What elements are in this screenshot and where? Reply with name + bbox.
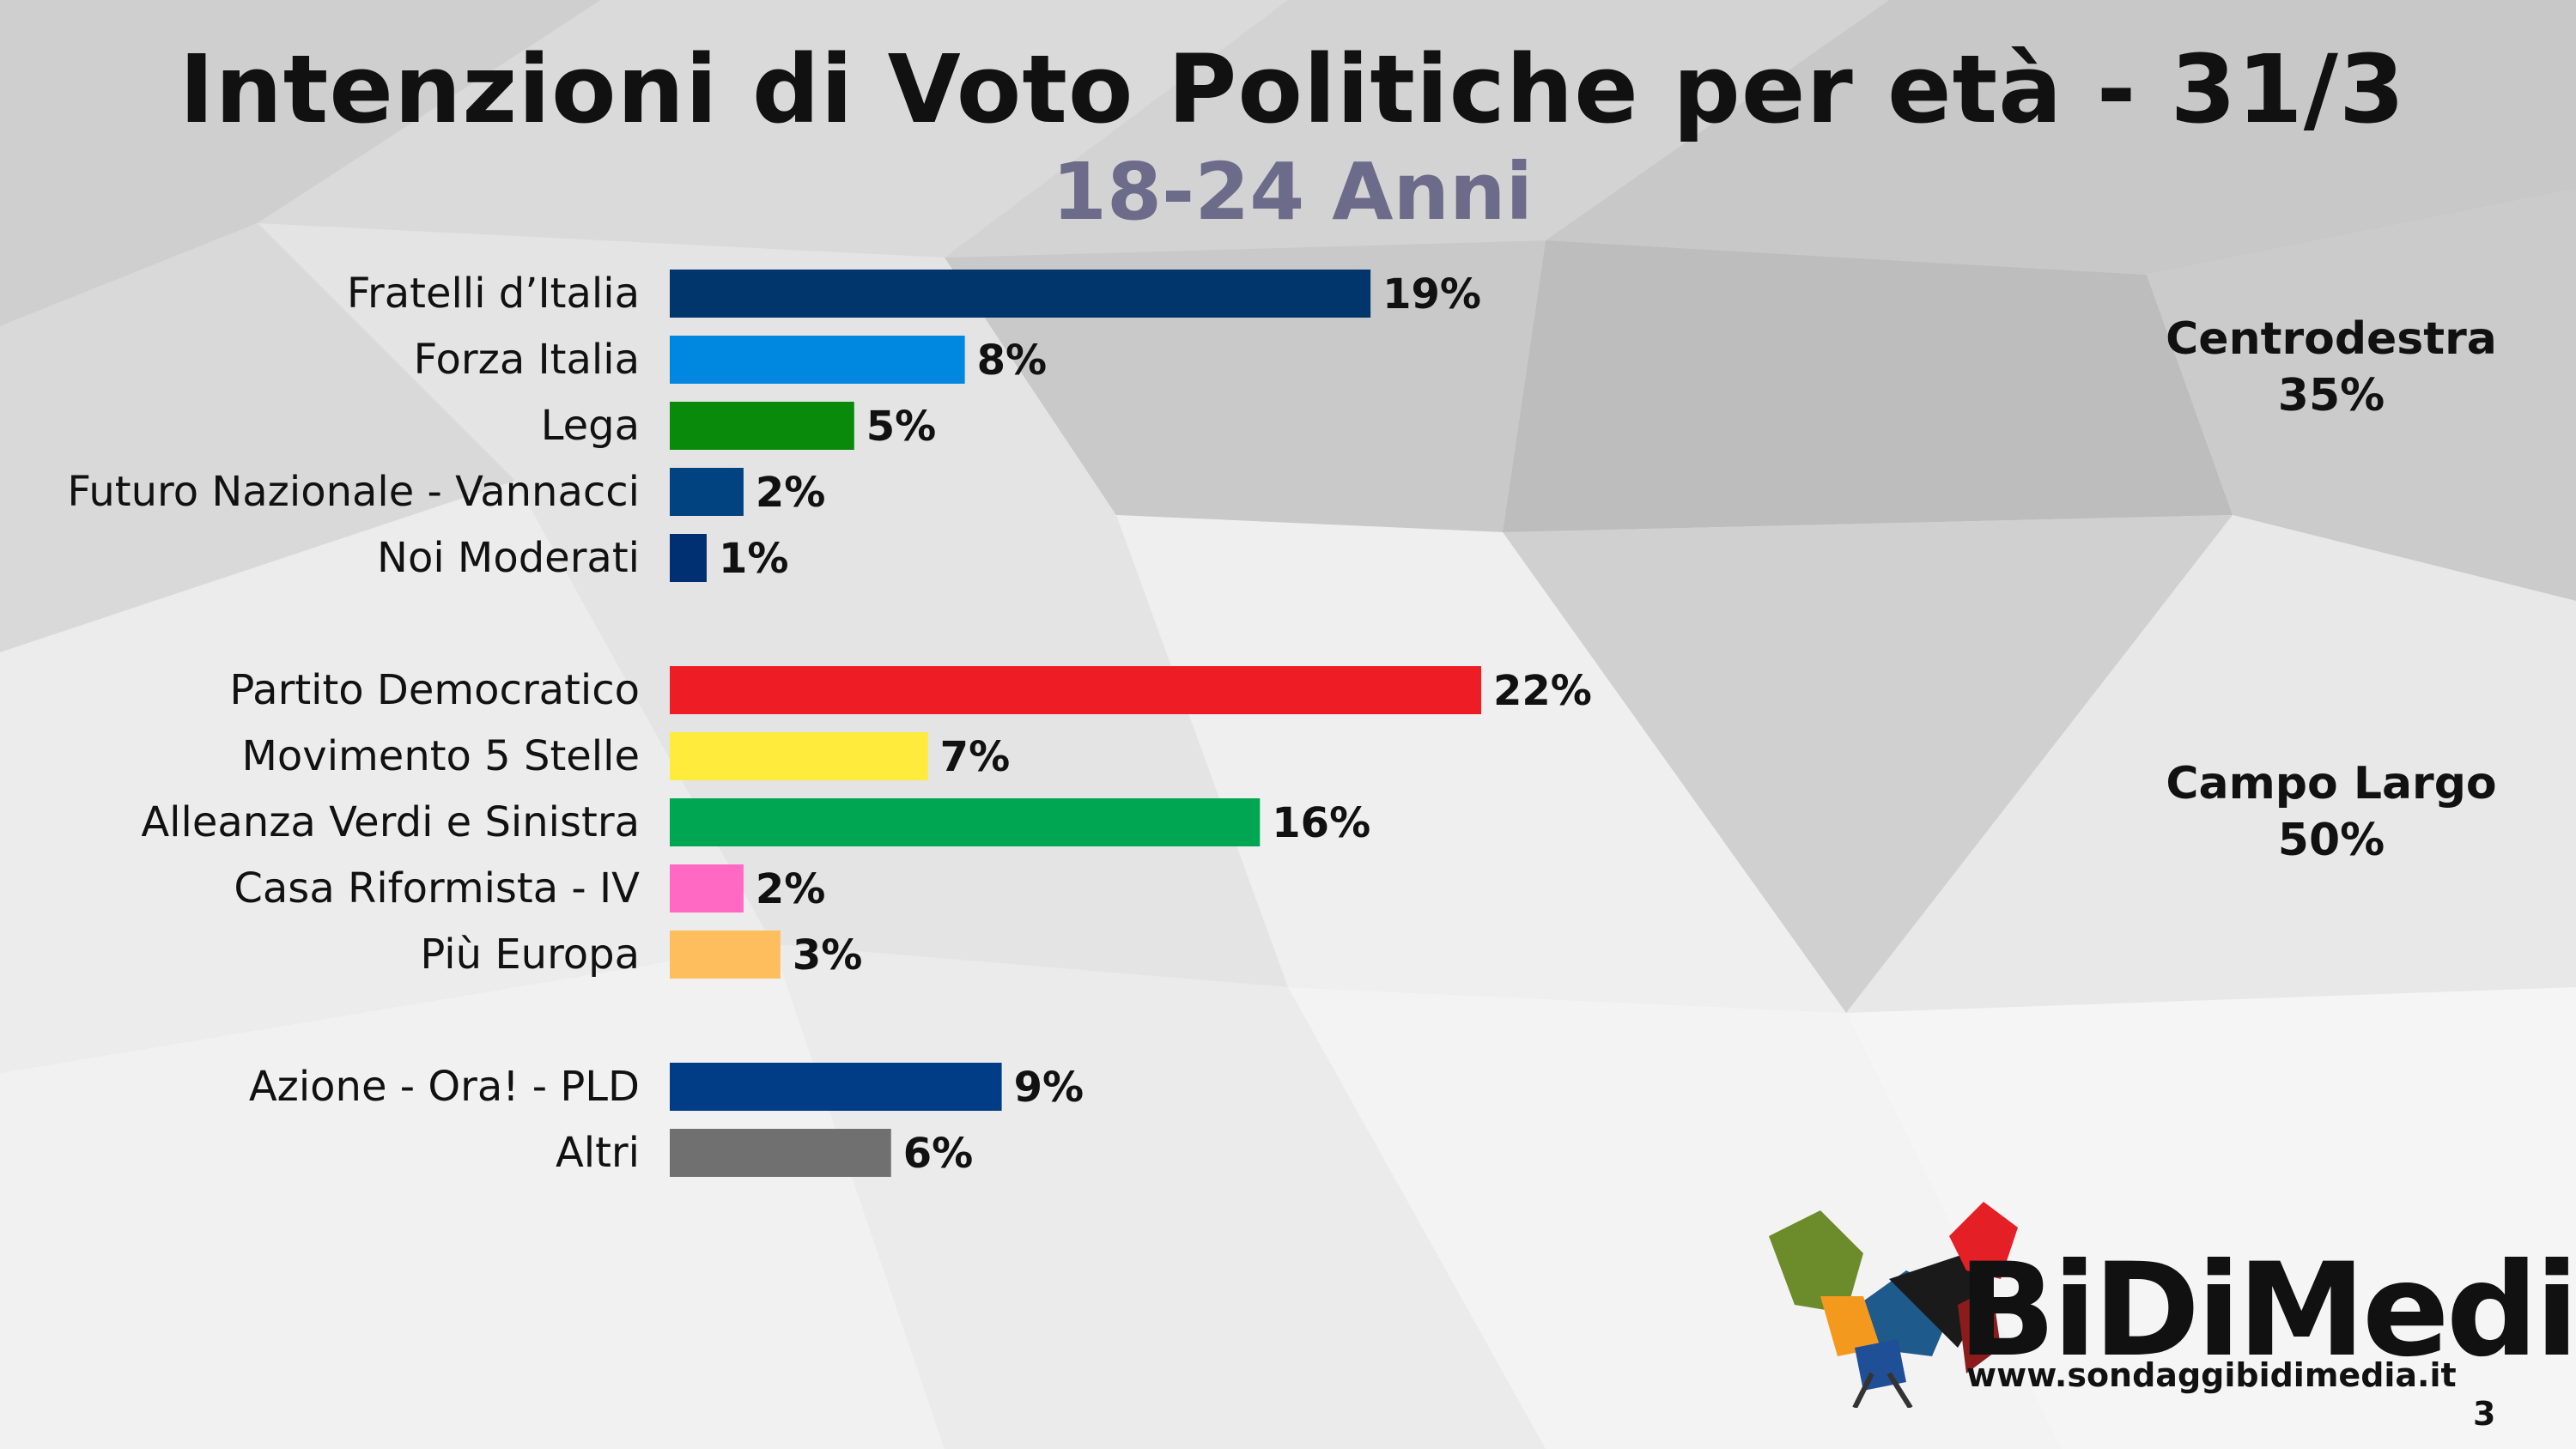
bar-10 — [670, 1063, 1002, 1111]
value-label: 2% — [756, 469, 826, 517]
category-label: Forza Italia — [414, 336, 640, 384]
website-url[interactable]: www.sondaggibidimedia.it — [1966, 1356, 2457, 1394]
value-label: 16% — [1272, 799, 1370, 847]
category-label: Futuro Nazionale - Vannacci — [67, 468, 640, 516]
bar-2 — [670, 402, 854, 450]
group-name: Centrodestra — [2166, 313, 2497, 365]
chart-subtitle: 18-24 Anni — [1052, 146, 1533, 238]
bar-1 — [670, 336, 965, 384]
category-label: Alleanza Verdi e Sinistra — [141, 798, 640, 846]
page-number: 3 — [2473, 1395, 2496, 1433]
category-label: Movimento 5 Stelle — [242, 732, 641, 780]
group-label-campo-largo: Campo Largo 50% — [2117, 755, 2546, 869]
category-label: Lega — [541, 402, 640, 450]
category-label: Altri — [556, 1129, 640, 1177]
bar-8 — [670, 864, 744, 912]
category-label: Fratelli d’Italia — [347, 270, 640, 318]
group-total: 35% — [2277, 370, 2385, 421]
bar-6 — [670, 732, 928, 780]
bar-5 — [670, 666, 1481, 714]
bar-0 — [670, 270, 1371, 318]
value-label: 2% — [756, 865, 826, 913]
brand-name: BiDiMedia — [1958, 1236, 2576, 1385]
category-label: Più Europa — [420, 931, 640, 979]
bar-7 — [670, 798, 1261, 846]
value-label: 19% — [1382, 270, 1481, 318]
category-label: Partito Democratico — [229, 666, 640, 714]
category-label: Noi Moderati — [377, 534, 640, 582]
bar-3 — [670, 468, 744, 516]
value-label: 3% — [793, 931, 863, 979]
bar-11 — [670, 1129, 891, 1177]
value-label: 1% — [719, 535, 789, 583]
value-label: 8% — [977, 336, 1048, 385]
rooster-logo-icon — [1769, 1202, 2018, 1408]
value-label: 22% — [1493, 667, 1592, 715]
group-name: Campo Largo — [2166, 758, 2497, 809]
category-label: Casa Riformista - IV — [234, 864, 640, 912]
value-label: 5% — [866, 403, 937, 451]
value-label: 7% — [940, 733, 1011, 781]
group-total: 50% — [2277, 815, 2385, 866]
category-label: Azione - Ora! - PLD — [249, 1063, 640, 1111]
chart-title: Intenzioni di Voto Politiche per età - 3… — [179, 34, 2406, 144]
value-label: 9% — [1014, 1064, 1084, 1112]
group-label-centrodestra: Centrodestra 35% — [2117, 311, 2546, 424]
bar-4 — [670, 534, 707, 582]
value-label: 6% — [903, 1130, 974, 1178]
bar-9 — [670, 931, 781, 979]
